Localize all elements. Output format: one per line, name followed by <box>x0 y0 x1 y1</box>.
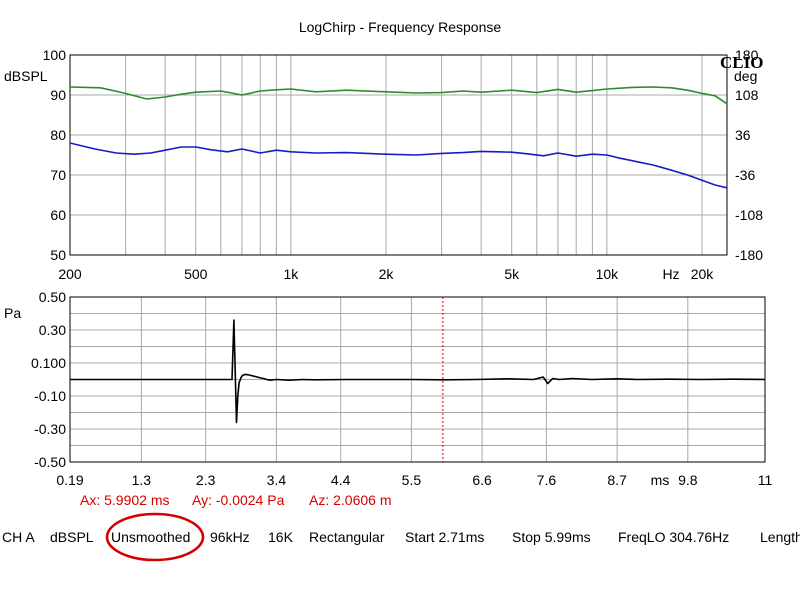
top-y-right-tick-label: 108 <box>735 87 759 103</box>
bottom-chart-grid <box>69 296 766 463</box>
status-unit[interactable]: dBSPL <box>50 529 94 545</box>
cursor-az-readout: Az: 2.0606 m <box>309 492 392 508</box>
top-right-y-axis-label: deg <box>734 68 757 84</box>
clio-logo: CLIO <box>720 53 763 72</box>
smoothing-highlight-circle <box>105 512 205 562</box>
status-bar: CH A dBSPL Unsmoothed 96kHz 16K Rectangu… <box>2 512 800 562</box>
status-stop[interactable]: Stop 5.99ms <box>512 529 591 545</box>
bottom-x-tick-label: 2.3 <box>196 472 216 488</box>
bottom-y-tick-label: -0.30 <box>34 421 66 437</box>
bottom-x-tick-label: 7.6 <box>537 472 557 488</box>
top-x-tick-label: 2k <box>379 266 395 282</box>
status-smoothing[interactable]: Unsmoothed <box>111 529 190 545</box>
top-y-tick-label: 90 <box>50 87 66 103</box>
status-freq-lo[interactable]: FreqLO 304.76Hz <box>618 529 729 545</box>
top-y-right-tick-label: 180 <box>735 47 759 63</box>
top-x-tick-label: 500 <box>184 266 208 282</box>
top-y-right-tick-label: -180 <box>735 247 763 263</box>
top-series-line-1 <box>69 86 728 105</box>
top-y-tick-label: 60 <box>50 207 66 223</box>
bottom-x-tick-label: 8.7 <box>607 472 627 488</box>
top-y-tick-label: 50 <box>50 247 66 263</box>
top-y-tick-label: 100 <box>43 47 67 63</box>
top-x-tick-label: 20k <box>691 266 715 282</box>
top-x-tick-label: 5k <box>504 266 520 282</box>
chart-title: LogChirp - Frequency Response <box>299 19 502 35</box>
top-y-axis-label: dBSPL <box>4 68 48 84</box>
status-length[interactable]: Length <box>760 529 800 545</box>
cursor-ay-readout: Ay: -0.0024 Pa <box>192 492 285 508</box>
status-channel[interactable]: CH A <box>2 529 35 545</box>
status-sample-rate[interactable]: 96kHz <box>210 529 250 545</box>
status-window[interactable]: Rectangular <box>309 529 385 545</box>
top-y-right-tick-label: -36 <box>735 167 755 183</box>
bottom-y-tick-label: 0.50 <box>39 289 66 305</box>
bottom-x-tick-label: 3.4 <box>267 472 287 488</box>
top-y-tick-label: 80 <box>50 127 66 143</box>
bottom-x-tick-label: 5.5 <box>402 472 422 488</box>
top-series-line-0 <box>69 142 728 189</box>
top-x-tick-label: 1k <box>283 266 299 282</box>
status-start[interactable]: Start 2.71ms <box>405 529 484 545</box>
bottom-y-tick-label: -0.10 <box>34 388 66 404</box>
top-x-axis-unit: Hz <box>662 266 679 282</box>
bottom-x-tick-label: 11 <box>758 472 773 488</box>
bottom-x-tick-label: 1.3 <box>132 472 152 488</box>
bottom-x-tick-label: 6.6 <box>472 472 492 488</box>
bottom-y-tick-label: -0.50 <box>34 454 66 470</box>
cursor-ax-readout: Ax: 5.9902 ms <box>80 492 170 508</box>
bottom-x-tick-label: 9.8 <box>678 472 698 488</box>
top-plot-frame <box>69 54 728 256</box>
top-x-tick-label: 10k <box>596 266 620 282</box>
bottom-y-axis-label: Pa <box>4 305 21 321</box>
bottom-series-line-0 <box>70 319 766 424</box>
bottom-y-tick-label: 0.100 <box>31 355 66 371</box>
top-x-tick-label: 200 <box>58 266 82 282</box>
bottom-y-tick-label: 0.30 <box>39 322 66 338</box>
status-size[interactable]: 16K <box>268 529 294 545</box>
bottom-x-axis-unit: ms <box>651 472 670 488</box>
top-y-right-tick-label: 36 <box>735 127 751 143</box>
bottom-x-tick-label: 4.4 <box>331 472 351 488</box>
bottom-x-tick-label: 0.19 <box>56 472 83 488</box>
top-y-right-tick-label: -108 <box>735 207 763 223</box>
top-y-tick-label: 70 <box>50 167 66 183</box>
